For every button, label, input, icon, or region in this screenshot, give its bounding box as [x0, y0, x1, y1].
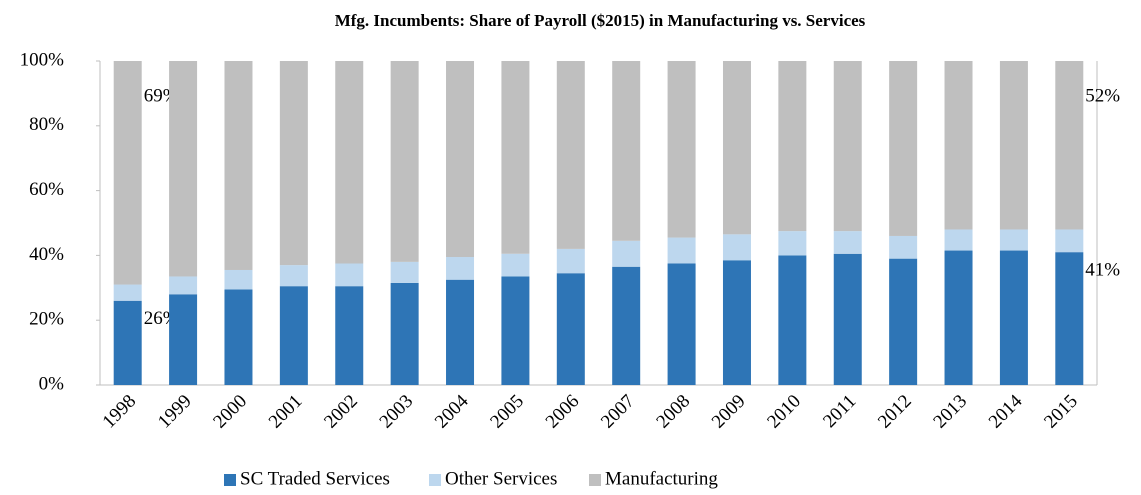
x-tick-label: 2001: [265, 391, 307, 433]
bar-segment: [446, 279, 475, 385]
bar-segment: [944, 250, 973, 385]
y-tick-label: 60%: [29, 179, 64, 200]
bar-segment: [667, 237, 696, 264]
y-tick-label: 0%: [39, 373, 65, 394]
x-tick-label: 2006: [542, 391, 584, 433]
bar-segment: [833, 61, 862, 232]
bar-segment: [722, 260, 751, 385]
bar-segment: [446, 257, 475, 280]
bar-segment: [501, 253, 530, 277]
x-tick-label: 2005: [486, 391, 528, 433]
bar-segment: [335, 286, 364, 385]
bar-segment: [722, 234, 751, 261]
x-tick-label: 2003: [376, 391, 418, 433]
bar-segment: [999, 229, 1028, 251]
y-tick-label: 20%: [29, 309, 64, 330]
legend-swatch: [429, 474, 441, 486]
bar-segment: [889, 258, 918, 385]
bar-segment: [722, 61, 751, 235]
x-tick-label: 1999: [154, 391, 196, 433]
bar-segment: [612, 266, 641, 385]
bar-segment: [113, 61, 142, 285]
bar-segment: [556, 61, 585, 249]
legend-label: Other Services: [445, 468, 557, 489]
x-tick-label: 2009: [708, 391, 750, 433]
x-tick-label: 1998: [99, 391, 141, 433]
legend-label: Manufacturing: [605, 468, 718, 489]
x-tick-label: 2011: [819, 391, 860, 432]
bar-segment: [224, 61, 253, 270]
chart-title: Mfg. Incumbents: Share of Payroll ($2015…: [335, 11, 866, 30]
bar-segment: [113, 300, 142, 385]
bar-segment: [446, 61, 475, 258]
x-tick-label: 2004: [431, 390, 473, 432]
bar-segment: [778, 61, 807, 232]
x-tick-label: 2008: [652, 391, 694, 433]
x-tick-label: 2007: [597, 391, 639, 433]
x-tick-label: 2014: [985, 390, 1027, 432]
bar-segment: [224, 289, 253, 385]
bar-segment: [612, 61, 641, 241]
bar-segment: [556, 273, 585, 385]
bar-segment: [501, 276, 530, 385]
bar-segment: [224, 269, 253, 290]
legend: SC Traded Services Other Services Manufact…: [224, 468, 718, 489]
bar-segment: [944, 61, 973, 230]
y-tick-label: 80%: [29, 114, 64, 135]
bar-segment: [889, 235, 918, 259]
bar-segment: [778, 231, 807, 256]
bar-segment: [390, 261, 419, 283]
legend-label: SC Traded Services: [240, 468, 390, 489]
legend-swatch: [224, 474, 236, 486]
x-tick-label: 2013: [929, 391, 971, 433]
bar-segment: [335, 61, 364, 264]
bar-segment: [667, 263, 696, 385]
bar-segment: [113, 284, 142, 301]
bar-segment: [833, 231, 862, 254]
bar-segment: [279, 61, 308, 266]
x-tick-label: 2000: [209, 391, 251, 433]
legend-swatch: [589, 474, 601, 486]
bar-segment: [999, 250, 1028, 385]
bar-segment: [612, 240, 641, 267]
bar-segment: [1055, 229, 1084, 253]
x-tick-label: 2010: [763, 391, 805, 433]
bar-segment: [667, 61, 696, 238]
x-tick-label: 2002: [320, 391, 362, 433]
bar-segment: [1055, 61, 1084, 230]
bar-segment: [944, 229, 973, 251]
y-tick-label: 100%: [20, 49, 65, 70]
data-label: 52%: [1085, 85, 1120, 106]
bar-segment: [335, 263, 364, 287]
bar-segment: [501, 61, 530, 254]
bar-segment: [169, 61, 198, 277]
bar-segment: [999, 61, 1028, 230]
data-label: 41%: [1085, 260, 1120, 281]
x-tick-label: 2015: [1040, 391, 1082, 433]
bar-segment: [279, 286, 308, 385]
x-tick-label: 2012: [874, 391, 916, 433]
bar-segment: [889, 61, 918, 236]
bar-segment: [1055, 252, 1084, 385]
bar-segment: [833, 253, 862, 385]
bar-segment: [169, 294, 198, 385]
bar-segment: [390, 282, 419, 385]
bar-segment: [778, 255, 807, 385]
bar-segment: [390, 61, 419, 262]
bar-segment: [279, 265, 308, 287]
y-tick-label: 40%: [29, 244, 64, 265]
bar-segment: [556, 248, 585, 274]
bar-segment: [169, 276, 198, 295]
